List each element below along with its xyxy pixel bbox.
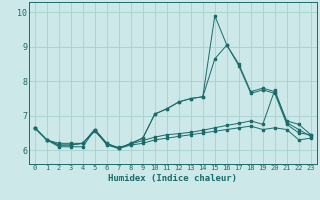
X-axis label: Humidex (Indice chaleur): Humidex (Indice chaleur) <box>108 174 237 183</box>
